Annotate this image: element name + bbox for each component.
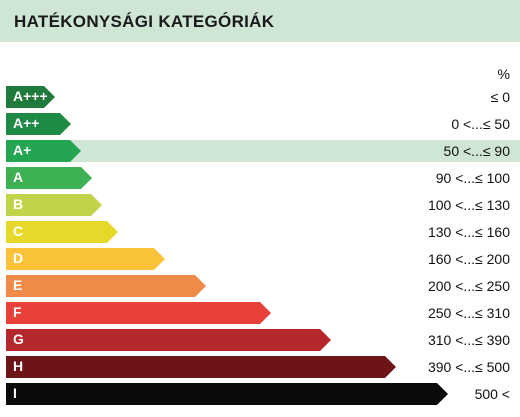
class-arrow (6, 140, 81, 162)
class-label: I (13, 385, 17, 401)
class-label: A+++ (13, 88, 48, 104)
class-arrow (6, 194, 102, 216)
class-range: 0 <...≤ 50 (451, 116, 510, 132)
class-bar: C (6, 221, 118, 243)
class-range: 310 <...≤ 390 (427, 332, 510, 348)
highlight-band (60, 140, 520, 162)
class-bar: A+ (6, 140, 81, 162)
class-bar: F (6, 302, 271, 324)
class-bar: E (6, 275, 206, 297)
class-range: 250 <...≤ 310 (427, 305, 510, 321)
class-arrow (6, 302, 271, 324)
class-range: 90 <...≤ 100 (435, 170, 510, 186)
class-label: C (13, 223, 24, 239)
class-arrow (6, 221, 118, 243)
class-range: 130 <...≤ 160 (427, 224, 510, 240)
header-banner: HATÉKONYSÁGI KATEGÓRIÁK (0, 0, 520, 42)
class-label: A++ (13, 115, 40, 131)
class-range: 100 <...≤ 130 (427, 197, 510, 213)
class-label: B (13, 196, 24, 212)
class-bar: A (6, 167, 92, 189)
class-range: 50 <...≤ 90 (443, 143, 510, 159)
class-arrow (6, 356, 396, 378)
class-arrow (6, 167, 92, 189)
page-title: HATÉKONYSÁGI KATEGÓRIÁK (14, 12, 275, 31)
class-arrow (6, 275, 206, 297)
class-label: A+ (13, 142, 32, 158)
class-label: D (13, 250, 24, 266)
class-bar: I (6, 383, 448, 405)
class-label: A (13, 169, 24, 185)
class-label: H (13, 358, 24, 374)
unit-label: % (497, 66, 510, 82)
class-bar: A+++ (6, 86, 55, 108)
class-bar: G (6, 329, 331, 351)
class-arrow (6, 86, 55, 108)
class-range: 390 <...≤ 500 (427, 359, 510, 375)
class-range: 200 <...≤ 250 (427, 278, 510, 294)
class-label: E (13, 277, 23, 293)
class-range: ≤ 0 (490, 89, 510, 105)
class-bar: D (6, 248, 165, 270)
class-label: G (13, 331, 24, 347)
class-arrow (6, 383, 448, 405)
class-bar: A++ (6, 113, 71, 135)
class-bar: B (6, 194, 102, 216)
class-arrow (6, 248, 165, 270)
class-arrow (6, 113, 71, 135)
class-label: F (13, 304, 22, 320)
class-bar: H (6, 356, 396, 378)
class-range: 160 <...≤ 200 (427, 251, 510, 267)
class-arrow (6, 329, 331, 351)
class-range: 500 < (474, 386, 510, 402)
